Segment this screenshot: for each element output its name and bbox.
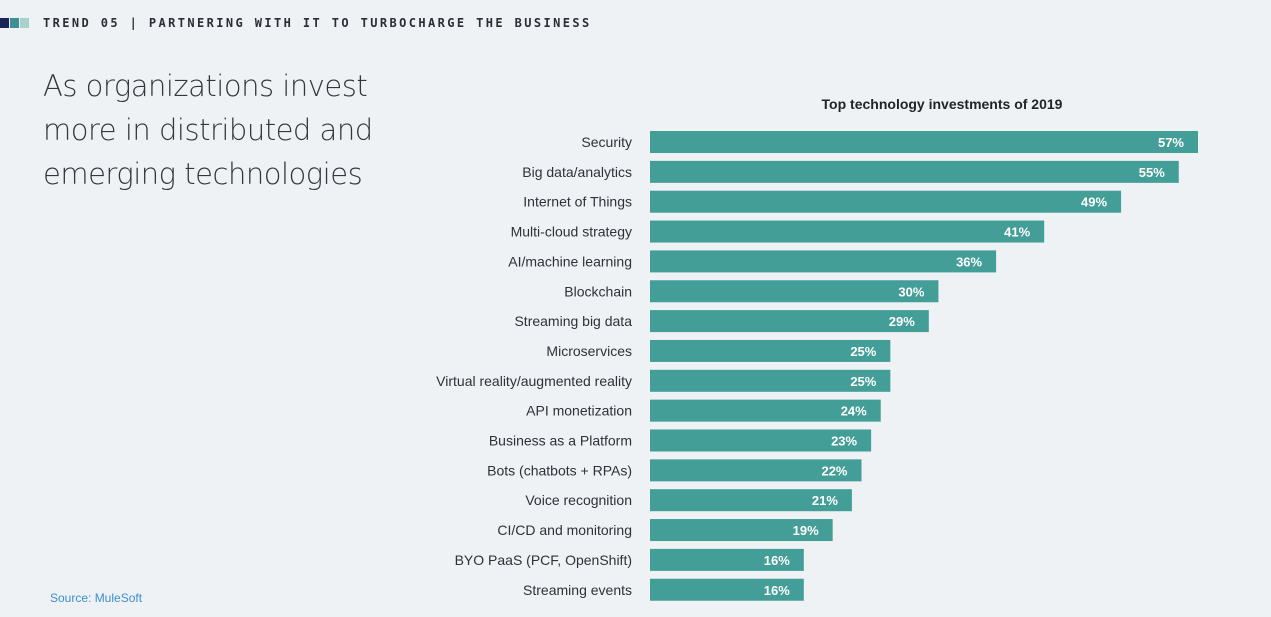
category-label: CI/CD and monitoring bbox=[497, 522, 632, 538]
value-label: 16% bbox=[764, 553, 790, 568]
bar bbox=[650, 519, 833, 542]
bar bbox=[650, 310, 929, 333]
category-label: AI/machine learning bbox=[508, 253, 632, 269]
bar bbox=[650, 548, 804, 571]
bar bbox=[650, 220, 1045, 243]
value-label: 29% bbox=[889, 314, 915, 329]
bar bbox=[650, 190, 1122, 213]
bar bbox=[650, 399, 881, 422]
value-label: 23% bbox=[831, 434, 857, 449]
category-label: Voice recognition bbox=[525, 492, 632, 508]
header-bar: TREND 05 | PARTNERING WITH IT TO TURBOCH… bbox=[0, 14, 592, 32]
source-note: Source: MuleSoft bbox=[50, 591, 143, 605]
value-label: 25% bbox=[850, 374, 876, 389]
bar bbox=[650, 459, 862, 482]
bar bbox=[650, 429, 872, 452]
header-marker-mid bbox=[10, 18, 19, 28]
bar bbox=[650, 489, 852, 512]
value-label: 25% bbox=[850, 344, 876, 359]
category-label: Internet of Things bbox=[523, 194, 632, 210]
value-label: 22% bbox=[821, 463, 847, 478]
bar bbox=[650, 131, 1198, 153]
category-label: Virtual reality/augmented reality bbox=[436, 373, 632, 389]
bar bbox=[650, 339, 891, 362]
value-label: 24% bbox=[841, 404, 867, 419]
value-label: 55% bbox=[1139, 165, 1165, 180]
value-label: 57% bbox=[1158, 135, 1184, 150]
header-marker-light bbox=[20, 18, 29, 28]
headline-line-2: more in distributed and bbox=[43, 113, 373, 147]
chart-title: Top technology investments of 2019 bbox=[822, 96, 1063, 112]
bar bbox=[650, 280, 939, 303]
bar bbox=[650, 369, 891, 392]
value-label: 36% bbox=[956, 254, 982, 269]
category-label: API monetization bbox=[526, 403, 632, 419]
headline-line-3: emerging technologies bbox=[43, 157, 363, 191]
value-label: 30% bbox=[898, 284, 924, 299]
value-label: 21% bbox=[812, 493, 838, 508]
category-label: Streaming big data bbox=[514, 313, 632, 329]
bar-group: Security 57% Big data/analytics 55% Internet… bbox=[436, 131, 1198, 601]
category-label: Streaming events bbox=[523, 582, 632, 598]
bar bbox=[650, 250, 997, 273]
headline: As organizations invest more in distribu… bbox=[43, 64, 383, 196]
value-label: 16% bbox=[764, 583, 790, 598]
value-label: 41% bbox=[1004, 225, 1030, 240]
category-label: Security bbox=[581, 134, 632, 150]
bar bbox=[650, 578, 804, 601]
headline-line-1: As organizations invest bbox=[43, 69, 368, 103]
bar bbox=[650, 160, 1179, 183]
category-label: Blockchain bbox=[564, 283, 632, 299]
value-label: 49% bbox=[1081, 195, 1107, 210]
category-label: Microservices bbox=[546, 343, 632, 359]
header-title: TREND 05 | PARTNERING WITH IT TO TURBOCH… bbox=[43, 16, 592, 30]
category-label: Big data/analytics bbox=[522, 164, 632, 180]
header-marker-dark bbox=[0, 18, 9, 28]
category-label: Bots (chatbots + RPAs) bbox=[487, 462, 632, 478]
category-label: Multi-cloud strategy bbox=[511, 224, 632, 240]
category-label: BYO PaaS (PCF, OpenShift) bbox=[455, 552, 632, 568]
value-label: 19% bbox=[793, 523, 819, 538]
category-label: Business as a Platform bbox=[489, 433, 632, 449]
